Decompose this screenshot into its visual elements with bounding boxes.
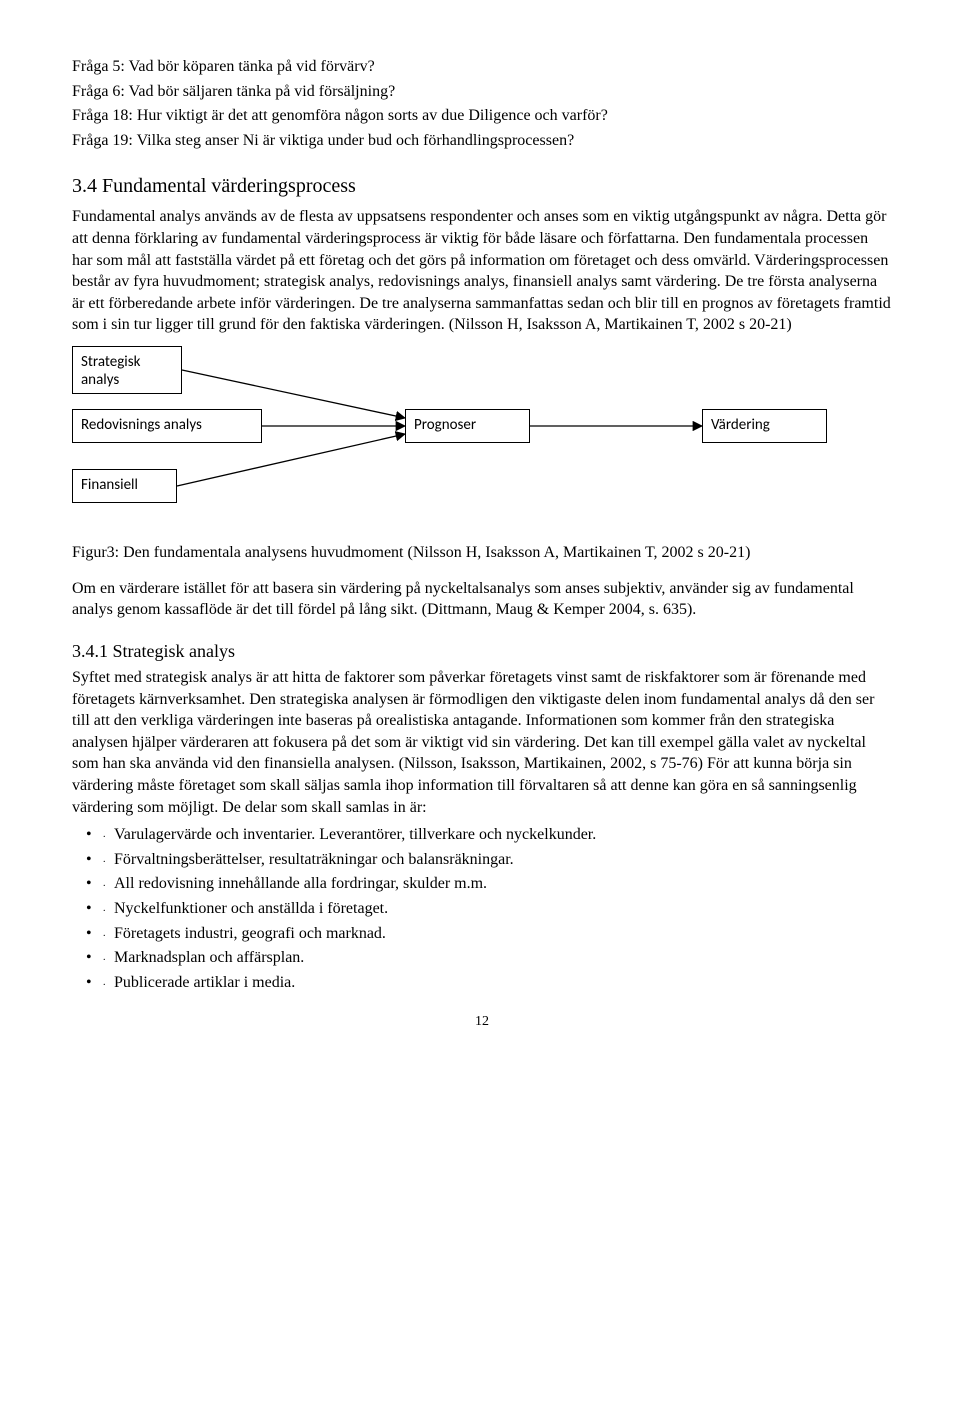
- figure-3-caption: Figur3: Den fundamentala analysens huvud…: [72, 542, 892, 564]
- flowchart-node-prognoser: Prognoser: [405, 409, 530, 443]
- question-item: Fråga 6: Vad bör säljaren tänka på vid f…: [72, 81, 892, 103]
- section-heading-3-4: 3.4 Fundamental värderingsprocess: [72, 173, 892, 200]
- question-item: Fråga 18: Hur viktigt är det att genomfö…: [72, 105, 892, 127]
- section-3-4-1-body: Syftet med strategisk analys är att hitt…: [72, 667, 892, 818]
- list-item: Nyckelfunktioner och anställda i företag…: [72, 898, 892, 920]
- list-item: Marknadsplan och affärsplan.: [72, 947, 892, 969]
- flowchart-node-finansiell: Finansiell: [72, 469, 177, 503]
- list-item: All redovisning innehållande alla fordri…: [72, 873, 892, 895]
- question-list: Fråga 5: Vad bör köparen tänka på vid fö…: [72, 56, 892, 151]
- paragraph-after-figure: Om en värderare istället för att basera …: [72, 578, 892, 621]
- question-item: Fråga 5: Vad bör köparen tänka på vid fö…: [72, 56, 892, 78]
- section-heading-3-4-1: 3.4.1 Strategisk analys: [72, 639, 892, 663]
- page-number: 12: [72, 1013, 892, 1032]
- list-item: Publicerade artiklar i media.: [72, 972, 892, 994]
- flowchart-node-vardering: Värdering: [702, 409, 827, 443]
- question-item: Fråga 19: Vilka steg anser Ni är viktiga…: [72, 130, 892, 152]
- info-collection-list: Varulagervärde och inventarier. Leverant…: [72, 824, 892, 993]
- list-item: Varulagervärde och inventarier. Leverant…: [72, 824, 892, 846]
- flowchart-node-redovisning: Redovisnings analys: [72, 409, 262, 443]
- list-item: Förvaltningsberättelser, resultaträkning…: [72, 849, 892, 871]
- list-item: Företagets industri, geografi och markna…: [72, 923, 892, 945]
- section-3-4-body: Fundamental analys används av de flesta …: [72, 206, 892, 336]
- flowchart-node-strategisk: Strategisk analys: [72, 346, 182, 394]
- flowchart-figure-3: Strategisk analys Redovisnings analys Fina…: [72, 346, 892, 536]
